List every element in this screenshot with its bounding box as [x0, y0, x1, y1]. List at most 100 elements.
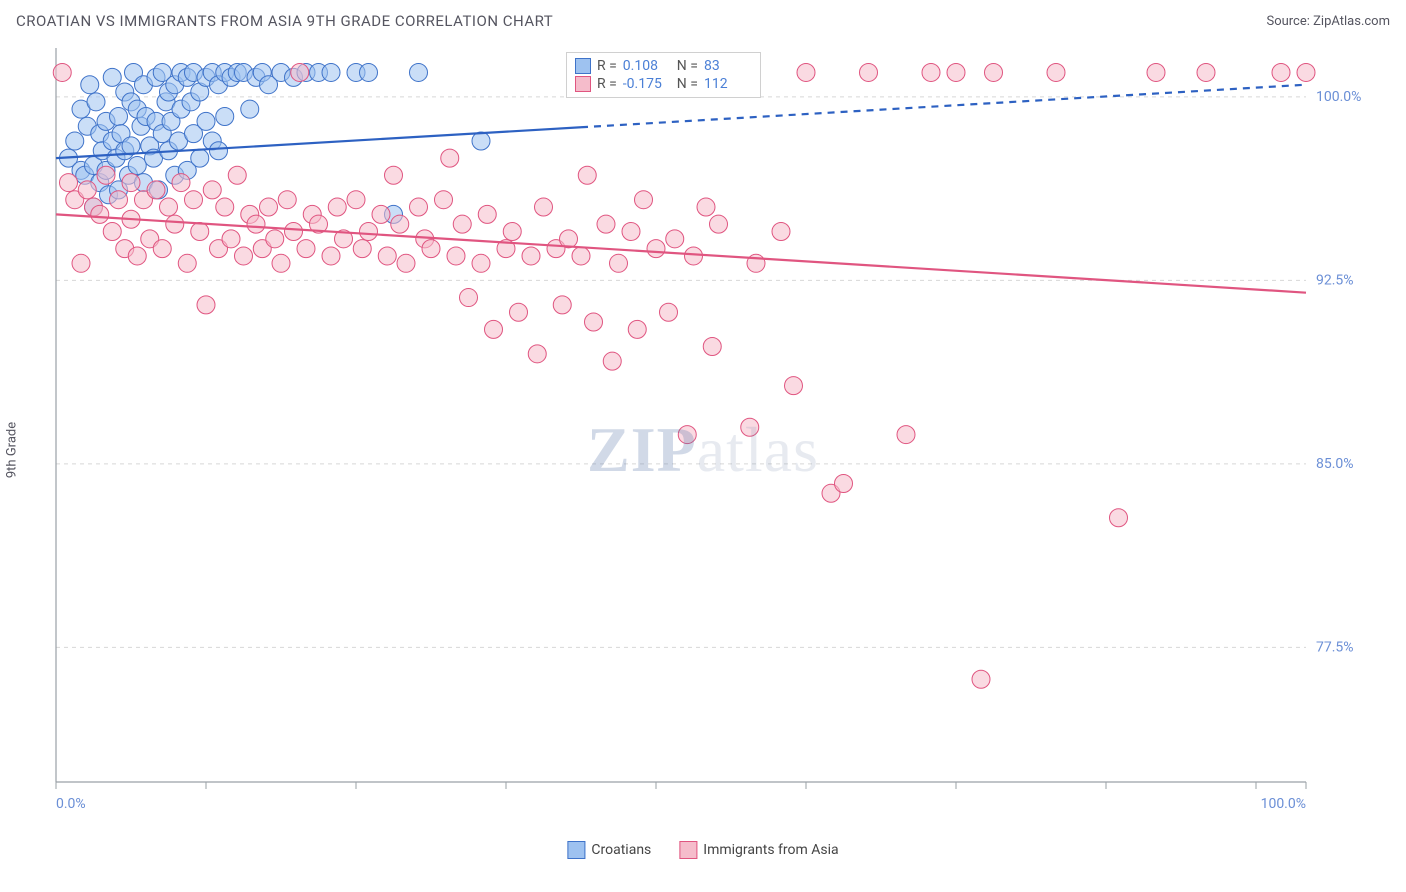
data-point: [272, 254, 290, 272]
scatter-plot: 77.5%85.0%92.5%100.0%0.0%100.0%: [16, 40, 1376, 830]
data-point: [87, 93, 105, 111]
data-point: [228, 166, 246, 184]
data-point: [1297, 63, 1315, 81]
legend-swatch: [567, 841, 585, 859]
data-point: [741, 418, 759, 436]
r-label: R =: [597, 76, 617, 92]
legend-item: Croatians: [567, 840, 651, 860]
data-point: [922, 63, 940, 81]
data-point: [278, 191, 296, 209]
data-point: [72, 254, 90, 272]
data-point: [441, 149, 459, 167]
data-point: [666, 230, 684, 248]
data-point: [103, 68, 121, 86]
data-point: [241, 100, 259, 118]
data-point: [985, 63, 1003, 81]
data-point: [660, 303, 678, 321]
data-point: [703, 337, 721, 355]
x-tick-label: 0.0%: [56, 796, 86, 812]
data-point: [78, 181, 96, 199]
data-point: [191, 149, 209, 167]
data-point: [578, 166, 596, 184]
data-point: [322, 63, 340, 81]
stats-row: R = -0.175 N = 112: [575, 75, 752, 93]
data-point: [522, 247, 540, 265]
chart-source: Source: ZipAtlas.com: [1266, 14, 1390, 29]
data-point: [510, 303, 528, 321]
r-label: R =: [597, 58, 617, 74]
series-swatch: [575, 58, 591, 74]
n-label: N =: [677, 58, 698, 74]
data-point: [603, 352, 621, 370]
data-point: [122, 137, 140, 155]
data-point: [410, 63, 428, 81]
data-point: [216, 108, 234, 126]
data-point: [503, 223, 521, 241]
data-point: [478, 205, 496, 223]
data-point: [947, 63, 965, 81]
data-point: [422, 240, 440, 258]
data-point: [66, 132, 84, 150]
data-point: [166, 215, 184, 233]
data-point: [60, 174, 78, 192]
data-point: [353, 240, 371, 258]
data-point: [81, 76, 99, 94]
data-point: [203, 181, 221, 199]
legend-label: Immigrants from Asia: [703, 842, 838, 858]
data-point: [191, 223, 209, 241]
n-value: 112: [704, 76, 752, 92]
y-tick-label: 85.0%: [1316, 456, 1354, 472]
data-point: [535, 198, 553, 216]
data-point: [635, 191, 653, 209]
data-point: [328, 198, 346, 216]
data-point: [291, 63, 309, 81]
data-point: [185, 191, 203, 209]
data-point: [266, 230, 284, 248]
data-point: [553, 296, 571, 314]
data-point: [647, 240, 665, 258]
data-point: [435, 191, 453, 209]
data-point: [628, 320, 646, 338]
data-point: [53, 63, 71, 81]
data-point: [622, 223, 640, 241]
data-point: [97, 166, 115, 184]
data-point: [597, 215, 615, 233]
data-point: [485, 320, 503, 338]
data-point: [372, 205, 390, 223]
data-point: [197, 112, 215, 130]
data-point: [391, 215, 409, 233]
x-tick-label: 100.0%: [1261, 796, 1306, 812]
data-point: [153, 240, 171, 258]
data-point: [797, 63, 815, 81]
legend: Croatians Immigrants from Asia: [567, 840, 838, 860]
data-point: [360, 63, 378, 81]
data-point: [1272, 63, 1290, 81]
n-label: N =: [677, 76, 698, 92]
data-point: [128, 247, 146, 265]
data-point: [710, 215, 728, 233]
data-point: [447, 247, 465, 265]
n-value: 83: [704, 58, 752, 74]
data-point: [128, 156, 146, 174]
chart-title: CROATIAN VS IMMIGRANTS FROM ASIA 9TH GRA…: [16, 12, 553, 30]
data-point: [247, 215, 265, 233]
data-point: [678, 426, 696, 444]
r-value: 0.108: [623, 58, 671, 74]
data-point: [222, 230, 240, 248]
data-point: [297, 240, 315, 258]
data-point: [860, 63, 878, 81]
data-point: [1147, 63, 1165, 81]
data-point: [785, 377, 803, 395]
data-point: [360, 223, 378, 241]
stats-row: R = 0.108 N = 83: [575, 57, 752, 75]
data-point: [453, 215, 471, 233]
data-point: [685, 247, 703, 265]
r-value: -0.175: [623, 76, 671, 92]
data-point: [397, 254, 415, 272]
data-point: [472, 132, 490, 150]
data-point: [410, 198, 428, 216]
data-point: [1197, 63, 1215, 81]
data-point: [572, 247, 590, 265]
data-point: [160, 198, 178, 216]
data-point: [235, 247, 253, 265]
